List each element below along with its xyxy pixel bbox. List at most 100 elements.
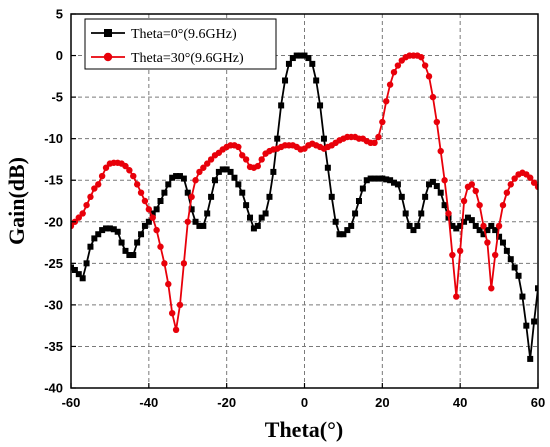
data-point <box>293 52 300 59</box>
data-point <box>363 177 370 184</box>
data-point <box>122 247 129 254</box>
data-point <box>172 326 180 334</box>
data-point <box>515 272 522 279</box>
data-point <box>274 135 281 142</box>
data-point <box>449 222 456 229</box>
data-point <box>328 193 335 200</box>
data-point <box>75 214 82 221</box>
data-point <box>433 183 440 190</box>
data-point <box>390 68 398 76</box>
data-point <box>461 218 468 225</box>
data-point <box>476 227 483 234</box>
data-point <box>317 102 324 109</box>
data-point <box>437 189 444 196</box>
data-point <box>239 152 246 159</box>
data-point <box>165 181 172 188</box>
data-point <box>133 181 141 188</box>
data-point <box>519 293 526 300</box>
data-point <box>157 198 164 204</box>
data-point <box>402 210 409 217</box>
data-point <box>235 181 242 188</box>
y-tick-label: 5 <box>56 7 63 22</box>
x-axis-title: Theta(°) <box>265 417 343 442</box>
data-point <box>410 227 417 234</box>
data-point <box>137 189 145 196</box>
data-point <box>503 189 511 196</box>
data-point <box>254 222 261 229</box>
data-point <box>437 147 444 155</box>
data-point <box>95 181 102 188</box>
data-point <box>480 222 487 230</box>
legend-label-0: Theta=0°(9.6GHz) <box>131 27 237 42</box>
data-point <box>103 225 110 232</box>
data-point <box>348 222 355 229</box>
data-point <box>87 193 94 201</box>
data-point <box>141 222 148 229</box>
data-point <box>176 301 184 309</box>
data-point <box>289 55 296 62</box>
data-point <box>320 135 327 142</box>
data-point <box>270 168 277 175</box>
data-point <box>254 162 261 170</box>
y-tick-label: -10 <box>44 131 63 146</box>
data-point <box>235 143 242 151</box>
data-point <box>215 168 222 175</box>
data-point <box>305 55 312 62</box>
data-point <box>196 222 203 229</box>
data-point <box>79 275 86 282</box>
data-point <box>464 214 471 221</box>
data-point <box>87 243 94 250</box>
data-point <box>336 231 343 238</box>
data-point <box>184 189 191 196</box>
legend-marker-0 <box>104 29 112 37</box>
data-point <box>204 210 211 217</box>
data-point <box>149 214 156 221</box>
data-point <box>468 181 476 188</box>
y-tick-label: 0 <box>56 48 63 63</box>
y-tick-label: -20 <box>44 214 63 229</box>
data-point <box>441 177 448 184</box>
data-point <box>398 193 405 200</box>
data-point <box>480 231 487 238</box>
data-point <box>355 198 362 204</box>
data-point <box>352 210 359 217</box>
y-tick-label: -15 <box>44 173 63 188</box>
x-tick-label: 40 <box>453 395 467 410</box>
data-point <box>180 260 188 267</box>
data-point <box>157 243 164 250</box>
data-point <box>126 167 133 174</box>
data-point <box>476 201 483 209</box>
data-point <box>535 285 538 292</box>
data-point <box>297 52 304 59</box>
data-point <box>375 175 382 182</box>
data-point <box>149 210 156 217</box>
data-point <box>484 227 491 234</box>
data-point <box>523 322 530 329</box>
data-point <box>239 189 246 196</box>
data-point <box>188 193 195 201</box>
data-point <box>91 185 98 192</box>
y-tick-label: -25 <box>44 256 63 271</box>
data-point <box>204 160 211 167</box>
data-point <box>507 181 514 188</box>
data-point <box>492 227 499 234</box>
data-point <box>344 227 351 234</box>
data-point <box>79 210 86 217</box>
data-point <box>379 175 386 182</box>
data-point <box>266 193 273 200</box>
data-point <box>426 181 433 188</box>
data-point <box>324 164 331 171</box>
data-point <box>130 172 137 180</box>
data-point <box>98 172 106 180</box>
data-point <box>371 139 378 147</box>
data-point <box>153 206 160 213</box>
data-point <box>102 164 110 171</box>
x-tick-label: -60 <box>62 395 81 410</box>
data-point <box>184 218 191 225</box>
data-point <box>472 187 479 195</box>
data-point <box>231 174 238 181</box>
data-point <box>227 168 234 175</box>
data-point <box>75 271 82 278</box>
data-point <box>488 222 495 229</box>
data-point <box>445 210 452 217</box>
